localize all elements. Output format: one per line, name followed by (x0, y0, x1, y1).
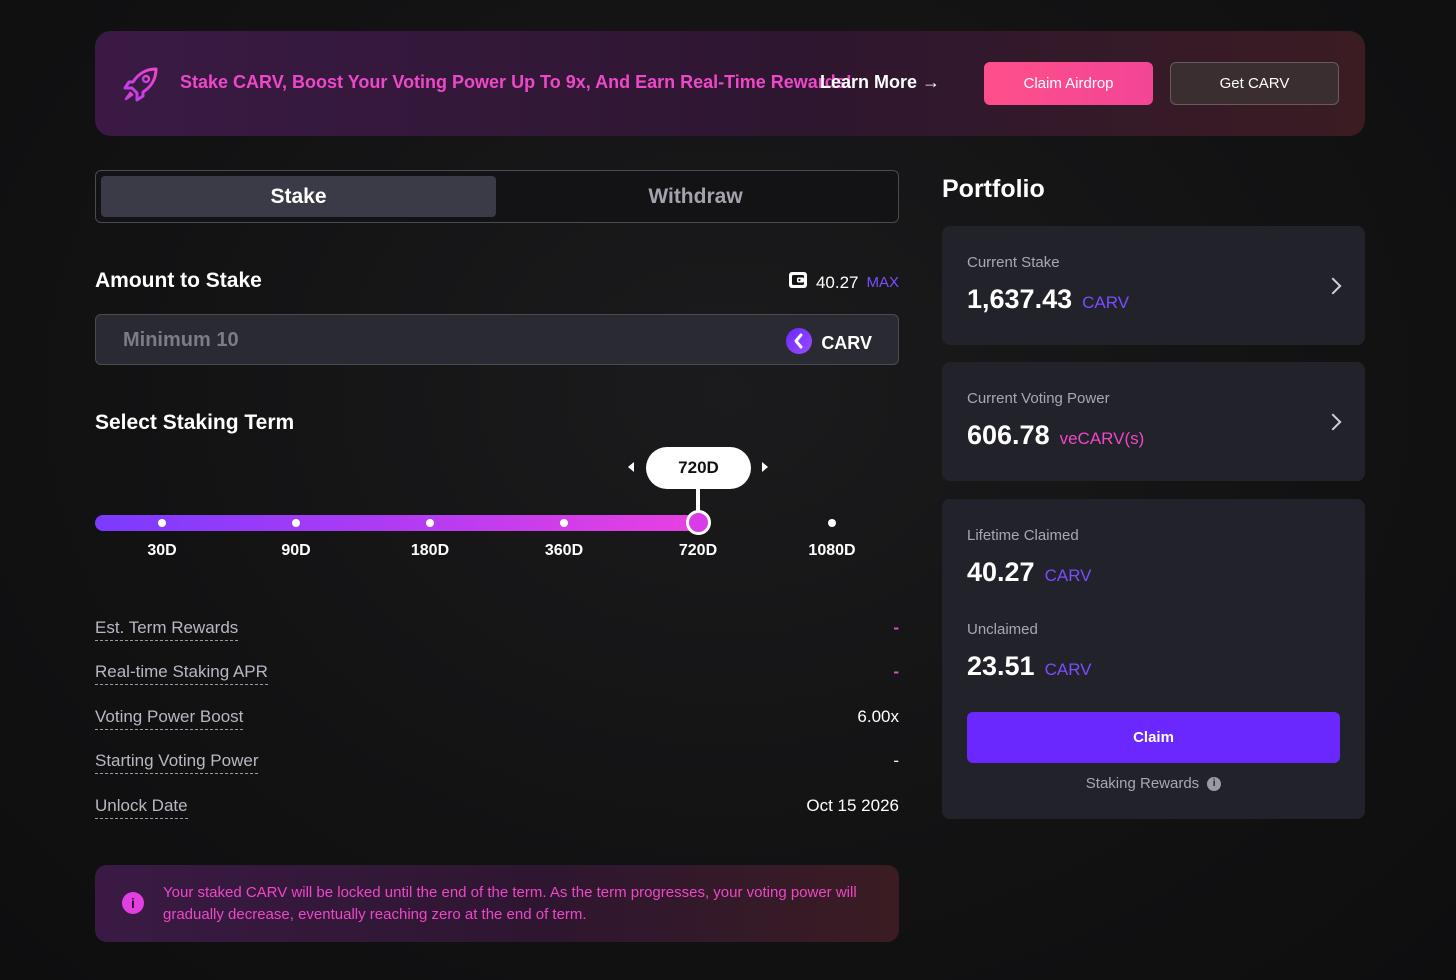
term-slider-track[interactable] (95, 515, 699, 531)
voting-power-boost-label[interactable]: Voting Power Boost (95, 707, 244, 730)
lifetime-claimed-value: 40.27 (967, 557, 1035, 587)
current-stake-label: Current Stake (967, 254, 1060, 271)
starting-voting-power-label[interactable]: Starting Voting Power (95, 751, 259, 774)
max-button[interactable]: MAX (866, 274, 899, 291)
tab-stake[interactable]: Stake (101, 176, 496, 217)
tab-withdraw[interactable]: Withdraw (648, 184, 743, 208)
term-prev-arrow-icon[interactable] (628, 462, 634, 472)
lifetime-claimed-value-row: 40.27 CARV (967, 557, 1092, 588)
term-dot-30d[interactable] (158, 519, 166, 527)
voting-power-card[interactable]: Current Voting Power 606.78 veCARV(s) (942, 362, 1365, 481)
bubble-connector (696, 486, 700, 512)
carv-token-icon (786, 328, 813, 359)
term-option-90d[interactable]: 90D (281, 542, 311, 559)
chevron-right-icon[interactable] (1324, 277, 1342, 295)
lock-notice-text: Your staked CARV will be locked until th… (163, 884, 857, 923)
wallet-icon (788, 270, 808, 295)
amount-title: Amount to Stake (95, 269, 262, 292)
claim-button[interactable]: Claim (967, 712, 1340, 763)
term-dot-1080d[interactable] (828, 519, 836, 527)
token-selector: CARV (786, 328, 872, 359)
unlock-date-value: Oct 15 2026 (806, 796, 899, 815)
token-name: CARV (821, 333, 872, 353)
voting-power-unit: veCARV(s) (1059, 429, 1145, 448)
selected-term-bubble: 720D (646, 447, 751, 489)
voting-power-value: 606.78 (967, 420, 1050, 450)
staking-apr-label[interactable]: Real-time Staking APR (95, 662, 268, 685)
banner-message: Stake CARV, Boost Your Voting Power Up T… (180, 72, 852, 92)
amount-input-box: CARV (95, 314, 899, 365)
term-option-180d[interactable]: 180D (410, 542, 450, 559)
term-option-30d[interactable]: 30D (147, 542, 177, 559)
amount-input[interactable] (123, 327, 723, 354)
term-option-360d[interactable]: 360D (544, 542, 584, 559)
unlock-date-label[interactable]: Unlock Date (95, 796, 188, 819)
est-term-rewards-value: - (893, 618, 899, 637)
promo-banner: Stake CARV, Boost Your Voting Power Up T… (95, 31, 1365, 136)
current-stake-value-row: 1,637.43 CARV (967, 284, 1129, 315)
term-dot-180d[interactable] (426, 519, 434, 527)
get-carv-button[interactable]: Get CARV (1170, 62, 1339, 105)
voting-power-value-row: 606.78 veCARV(s) (967, 420, 1144, 451)
stake-withdraw-tabs: Stake Withdraw (95, 170, 899, 223)
lock-notice: i Your staked CARV will be locked until … (95, 865, 899, 942)
term-dot-90d[interactable] (292, 519, 300, 527)
unclaimed-value-row: 23.51 CARV (967, 651, 1092, 682)
staking-term-title: Select Staking Term (95, 411, 295, 434)
info-icon: i (122, 892, 144, 914)
claim-airdrop-button[interactable]: Claim Airdrop (984, 62, 1153, 105)
lifetime-claimed-label: Lifetime Claimed (967, 527, 1079, 544)
current-stake-card[interactable]: Current Stake 1,637.43 CARV (942, 226, 1365, 345)
current-stake-unit: CARV (1082, 293, 1130, 312)
info-icon[interactable]: i (1207, 776, 1222, 791)
wallet-balance: 40.27 MAX (788, 270, 899, 295)
rewards-card: Lifetime Claimed 40.27 CARV Unclaimed 23… (942, 499, 1365, 819)
portfolio-title: Portfolio (942, 175, 1045, 203)
voting-power-boost-value: 6.00x (857, 707, 899, 726)
starting-voting-power-value: - (893, 751, 899, 770)
rocket-icon (122, 65, 160, 103)
learn-more-link[interactable]: Learn More → (820, 72, 941, 92)
staking-rewards-label: Staking Rewards (1085, 775, 1200, 792)
lifetime-claimed-unit: CARV (1044, 566, 1092, 585)
term-option-1080d[interactable]: 1080D (808, 542, 856, 559)
chevron-right-icon[interactable] (1324, 413, 1342, 431)
term-dot-360d[interactable] (560, 519, 568, 527)
current-stake-value: 1,637.43 (967, 284, 1073, 314)
term-next-arrow-icon[interactable] (762, 462, 768, 472)
term-slider-handle[interactable] (686, 510, 711, 535)
unclaimed-value: 23.51 (967, 651, 1035, 681)
staking-rewards-note: Staking Rewards i (942, 775, 1365, 792)
est-term-rewards-label[interactable]: Est. Term Rewards (95, 618, 239, 641)
voting-power-label: Current Voting Power (967, 390, 1110, 407)
staking-apr-value: - (893, 662, 899, 681)
unclaimed-unit: CARV (1044, 660, 1092, 679)
term-option-720d[interactable]: 720D (678, 542, 718, 559)
wallet-balance-value: 40.27 (815, 272, 859, 292)
unclaimed-label: Unclaimed (967, 621, 1038, 638)
